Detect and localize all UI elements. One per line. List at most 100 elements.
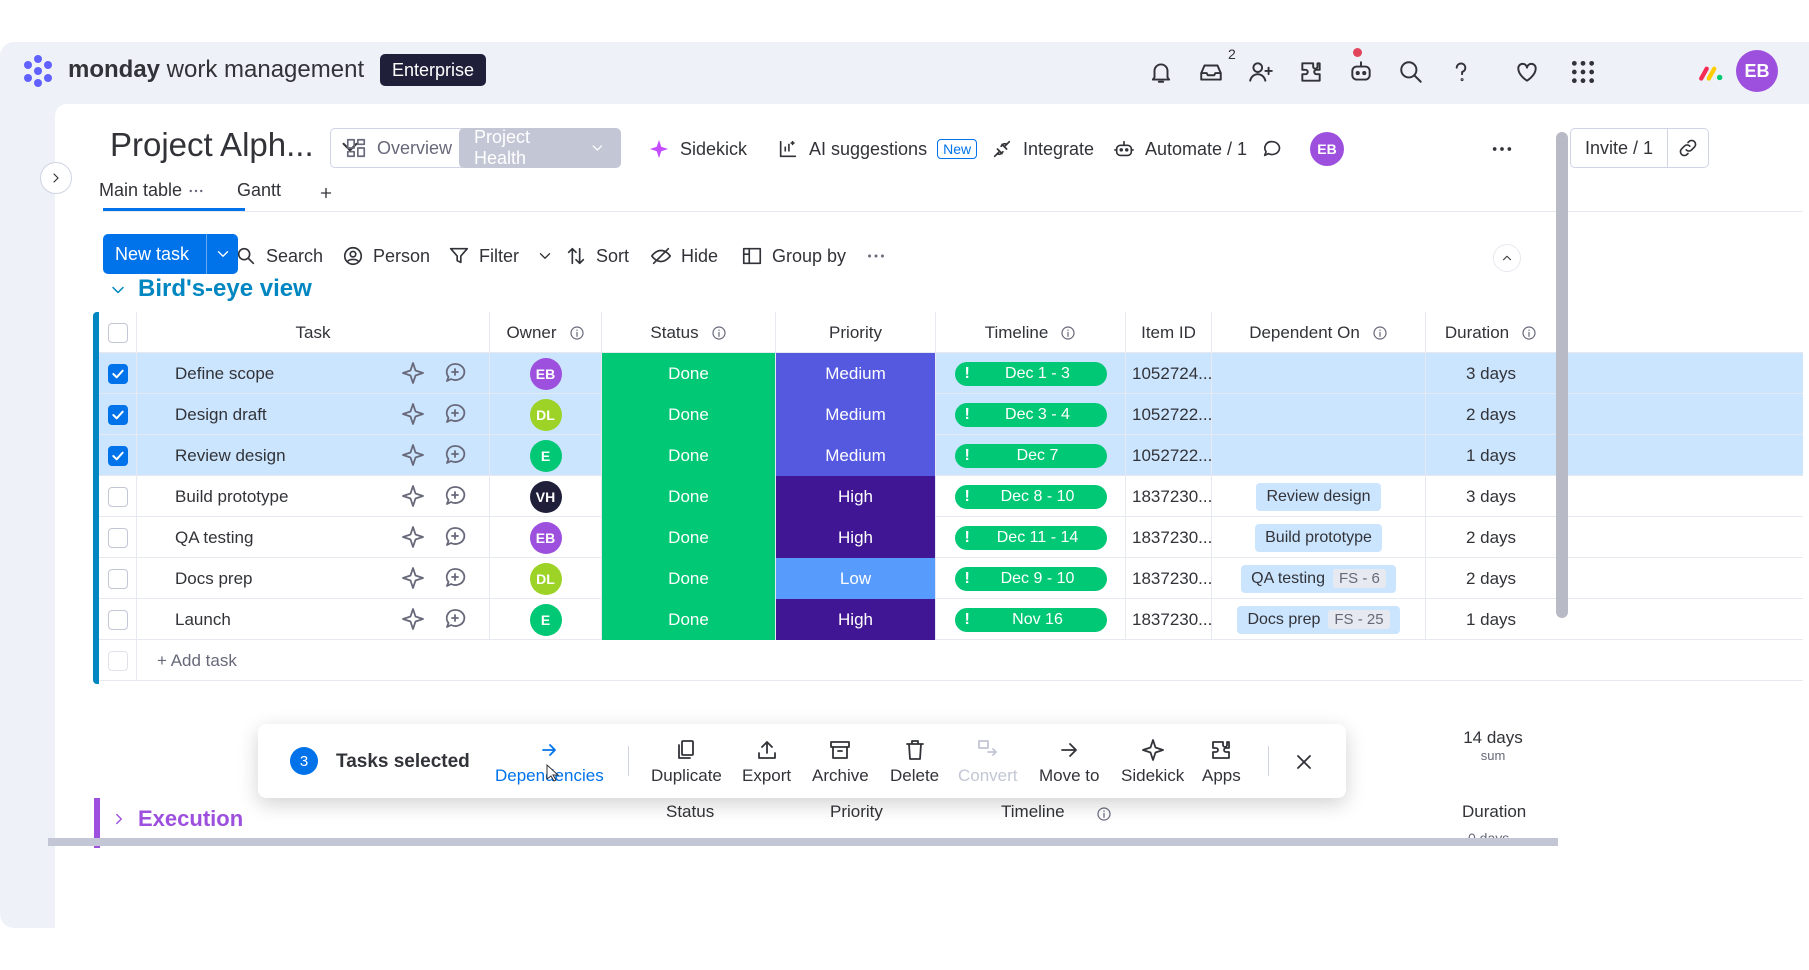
add-update-icon[interactable] xyxy=(443,566,467,590)
priority-cell[interactable]: Medium xyxy=(776,435,936,476)
automate-button[interactable]: Automate / 1 xyxy=(1113,132,1247,166)
owner-avatar[interactable]: EB xyxy=(529,521,562,554)
timeline-cell[interactable]: ! Nov 16 xyxy=(936,599,1126,640)
task-name[interactable]: Launch xyxy=(175,609,231,629)
timeline-pill[interactable]: ! Dec 11 - 14 xyxy=(954,525,1107,550)
toolbar-more-button[interactable] xyxy=(865,238,887,274)
archive-action[interactable]: Archive xyxy=(812,738,869,786)
sparkle-icon[interactable] xyxy=(401,525,425,549)
sidekick-button[interactable]: Sidekick xyxy=(648,132,747,166)
timeline-pill[interactable]: ! Dec 9 - 10 xyxy=(954,566,1107,591)
add-update-icon[interactable] xyxy=(443,607,467,631)
dependent-on-cell[interactable]: Review design xyxy=(1212,476,1426,517)
tab-gantt[interactable]: Gantt xyxy=(237,180,282,200)
status-cell[interactable]: Done xyxy=(602,353,776,394)
sparkle-icon[interactable] xyxy=(401,361,425,385)
heart-icon[interactable] xyxy=(1510,55,1544,89)
invite-button[interactable]: Invite / 1 xyxy=(1570,128,1710,168)
owner-avatar[interactable]: E xyxy=(529,603,562,636)
col-status[interactable]: Status xyxy=(602,312,776,353)
owner-cell[interactable]: EB xyxy=(490,353,602,394)
status-cell[interactable]: Done xyxy=(602,476,776,517)
task-name[interactable]: Review design xyxy=(175,445,286,465)
timeline-cell[interactable]: ! Dec 11 - 14 xyxy=(936,517,1126,558)
dependency-chip[interactable]: Build prototype xyxy=(1255,523,1382,552)
app-grid-icon[interactable] xyxy=(1566,55,1600,89)
overview-button[interactable]: Overview xyxy=(330,128,468,168)
timeline-pill[interactable]: ! Dec 7 xyxy=(954,443,1107,468)
chevron-down-icon[interactable] xyxy=(536,247,554,265)
row-checkbox[interactable] xyxy=(107,445,128,466)
add-update-icon[interactable] xyxy=(443,525,467,549)
status-cell[interactable]: Done xyxy=(602,558,776,599)
execution-col-priority[interactable]: Priority xyxy=(830,802,883,821)
copy-link-button[interactable] xyxy=(1668,129,1708,167)
timeline-cell[interactable]: ! Dec 8 - 10 xyxy=(936,476,1126,517)
collapse-toolbar-button[interactable] xyxy=(1493,244,1521,272)
hide-button[interactable]: Hide xyxy=(650,238,718,274)
owner-cell[interactable]: VH xyxy=(490,476,602,517)
search-button[interactable]: Search xyxy=(235,238,323,274)
task-name[interactable]: QA testing xyxy=(175,527,254,547)
task-name[interactable]: Define scope xyxy=(175,363,275,383)
project-health-button[interactable]: Project Health xyxy=(459,127,621,168)
add-update-icon[interactable] xyxy=(443,402,467,426)
add-update-icon[interactable] xyxy=(443,361,467,385)
col-owner[interactable]: Owner xyxy=(490,312,602,353)
ai-bot-icon[interactable] xyxy=(1344,55,1378,89)
group-collapse-chevron-icon[interactable] xyxy=(108,280,128,300)
sidekick-action[interactable]: Sidekick xyxy=(1121,738,1184,786)
user-avatar[interactable]: EB xyxy=(1736,50,1778,92)
apps-marketplace-icon[interactable] xyxy=(1294,55,1328,89)
table-row[interactable]: Review design E Done Medium ! Dec 7 10527… xyxy=(99,435,1803,476)
status-cell[interactable]: Done xyxy=(602,517,776,558)
help-icon[interactable] xyxy=(1444,55,1478,89)
close-icon[interactable] xyxy=(1292,750,1316,774)
export-action[interactable]: Export xyxy=(742,738,791,786)
dependency-chip[interactable]: QA testing FS - 6 xyxy=(1241,564,1396,593)
board-title[interactable]: Project Alph... xyxy=(110,126,314,163)
sparkle-icon[interactable] xyxy=(401,607,425,631)
owner-cell[interactable]: E xyxy=(490,599,602,640)
dependent-on-cell[interactable]: Build prototype xyxy=(1212,517,1426,558)
filter-button[interactable]: Filter xyxy=(448,238,554,274)
owner-cell[interactable]: DL xyxy=(490,558,602,599)
owner-avatar[interactable]: EB xyxy=(529,357,562,390)
table-row[interactable]: Build prototype VH Done High ! Dec 8 - 10… xyxy=(99,476,1803,517)
timeline-cell[interactable]: ! Dec 3 - 4 xyxy=(936,394,1126,435)
select-all-checkbox[interactable] xyxy=(107,322,128,343)
task-name[interactable]: Build prototype xyxy=(175,486,289,506)
col-dependent-on[interactable]: Dependent On xyxy=(1212,312,1426,353)
timeline-cell[interactable]: ! Dec 7 xyxy=(936,435,1126,476)
monday-mark-icon[interactable] xyxy=(1694,55,1728,89)
bell-icon[interactable] xyxy=(1144,55,1178,89)
table-row[interactable]: QA testing EB Done High ! Dec 11 - 14 183… xyxy=(99,517,1803,558)
info-icon[interactable] xyxy=(569,325,585,341)
search-icon[interactable] xyxy=(1394,55,1428,89)
chevron-right-icon[interactable] xyxy=(110,810,128,828)
table-row[interactable]: Docs prep DL Done Low ! Dec 9 - 10 183723… xyxy=(99,558,1803,599)
priority-cell[interactable]: High xyxy=(776,517,936,558)
task-name[interactable]: Docs prep xyxy=(175,568,253,588)
col-item-id[interactable]: Item ID xyxy=(1126,312,1212,353)
tab-menu-icon[interactable] xyxy=(187,182,205,200)
table-row[interactable]: Define scope EB Done Medium ! Dec 1 - 3 1… xyxy=(99,353,1803,394)
owner-cell[interactable]: E xyxy=(490,435,602,476)
row-checkbox[interactable] xyxy=(107,363,128,384)
expand-sidebar-button[interactable] xyxy=(40,162,72,194)
dependency-chip[interactable]: Review design xyxy=(1256,482,1381,511)
inbox-icon[interactable] xyxy=(1194,55,1228,89)
delete-action[interactable]: Delete xyxy=(890,738,939,786)
status-cell[interactable]: Done xyxy=(602,394,776,435)
execution-col-timeline[interactable]: Timeline xyxy=(1001,802,1065,821)
sparkle-icon[interactable] xyxy=(401,484,425,508)
updates-button[interactable] xyxy=(1261,132,1283,166)
apps-action[interactable]: Apps xyxy=(1202,738,1241,786)
status-cell[interactable]: Done xyxy=(602,435,776,476)
owner-cell[interactable]: EB xyxy=(490,517,602,558)
info-icon[interactable] xyxy=(1060,325,1076,341)
col-timeline[interactable]: Timeline xyxy=(936,312,1126,353)
col-priority[interactable]: Priority xyxy=(776,312,936,353)
new-task-dropdown[interactable] xyxy=(206,234,238,274)
invite-members-icon[interactable] xyxy=(1244,55,1278,89)
